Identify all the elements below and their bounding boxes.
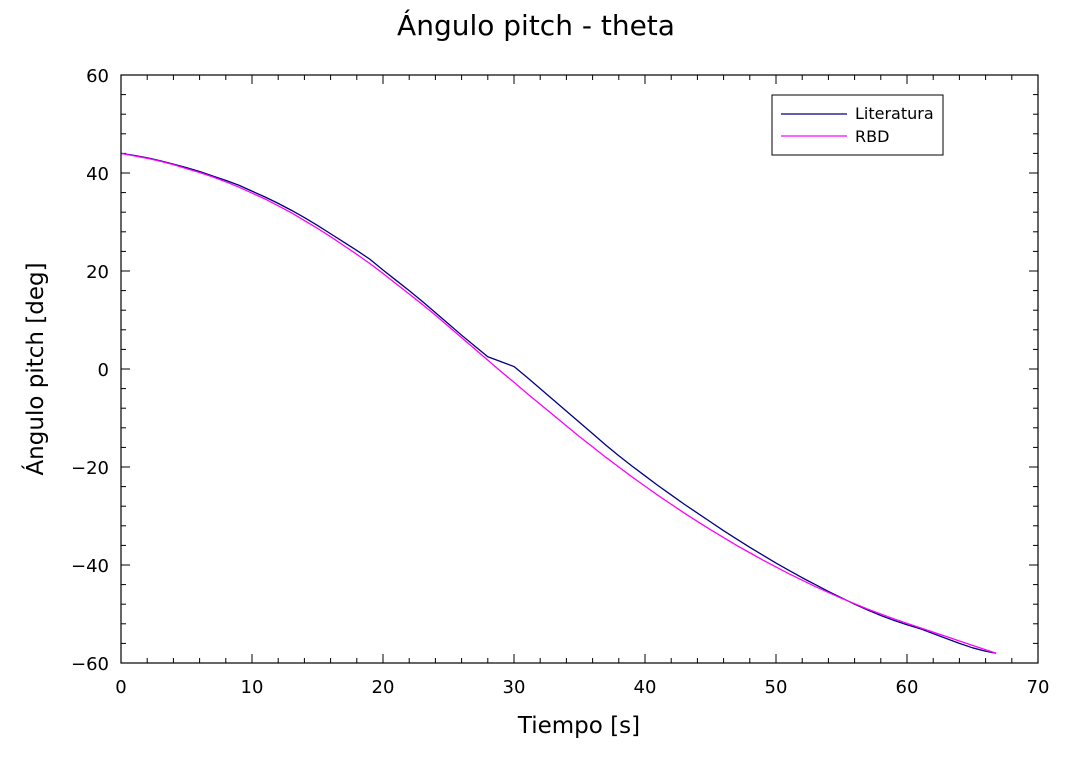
legend-label-rbd: RBD [855,127,889,146]
x-tick-label: 70 [1027,677,1050,698]
series-lines [120,152,997,654]
legend: Literatura RBD [771,94,944,156]
plot-frame [120,74,1039,664]
y-tick-label: 0 [98,360,109,381]
x-tick-label: 30 [503,677,526,698]
x-axis-label: Tiempo [s] [517,713,640,739]
y-tick-label: −60 [71,654,109,675]
series-line-rbd [120,152,997,654]
y-axis-label: Ángulo pitch [deg] [21,262,49,475]
x-tick-label: 50 [765,677,788,698]
y-tick-label: −40 [71,556,109,577]
y-tick-label: −20 [71,458,109,479]
y-tick-label: 40 [86,164,109,185]
x-tick-label: 60 [896,677,919,698]
chart-title: Ángulo pitch - theta [397,8,675,42]
y-tick-label: 60 [86,66,109,87]
x-tick-label: 0 [115,677,126,698]
axis-tick-labels: 0 10 20 30 40 50 60 70 −60 −40 −20 0 20 40 60 [71,66,1049,698]
legend-box [771,94,944,156]
series-line-literatura [120,152,997,654]
x-tick-label: 20 [372,677,395,698]
x-tick-label: 10 [241,677,264,698]
x-tick-label: 40 [634,677,657,698]
y-tick-label: 20 [86,262,109,283]
legend-label-literatura: Literatura [855,104,934,123]
axis-ticks [120,74,1039,664]
